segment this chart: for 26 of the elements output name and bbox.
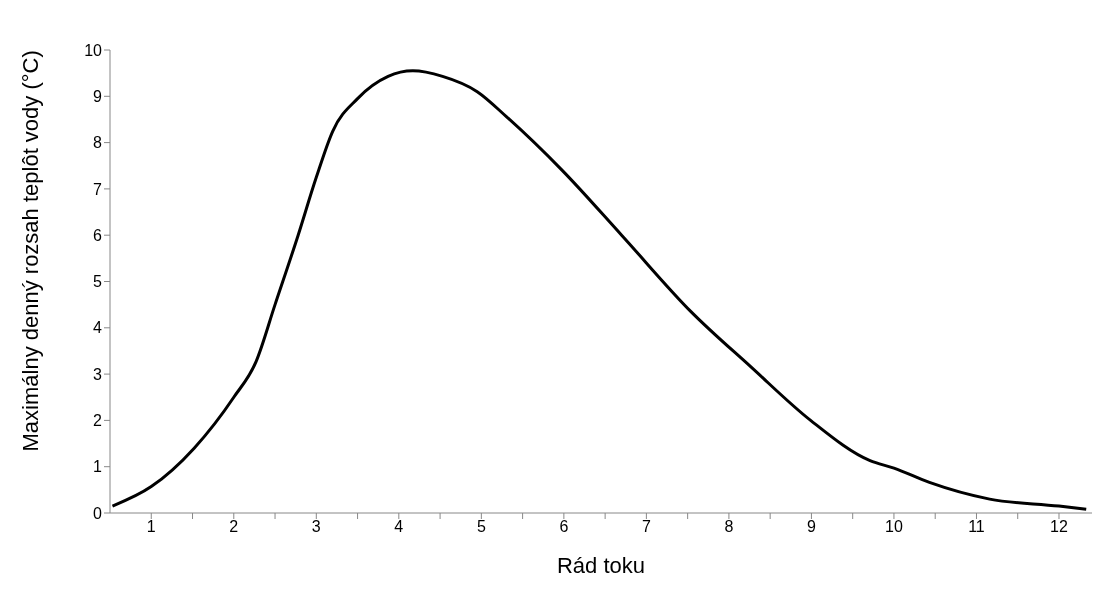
y-tick-label: 5 bbox=[93, 273, 103, 291]
x-tick-label: 5 bbox=[476, 518, 486, 536]
x-tick-label: 8 bbox=[724, 518, 734, 536]
x-tick-label: 4 bbox=[394, 518, 404, 536]
x-tick-label: 3 bbox=[311, 518, 321, 536]
x-tick-label: 2 bbox=[229, 518, 239, 536]
y-tick-label: 9 bbox=[93, 87, 103, 105]
x-tick-label: 11 bbox=[968, 518, 985, 536]
y-tick-label: 7 bbox=[93, 180, 103, 198]
x-axis-title: Rád toku bbox=[556, 553, 646, 578]
y-tick-label: 0 bbox=[93, 504, 103, 522]
x-tick-label: 6 bbox=[559, 518, 569, 536]
y-axis-title: Maximálny denný rozsah teplôt vody (°C) bbox=[17, 50, 43, 452]
y-tick-label: 1 bbox=[93, 458, 103, 476]
x-tick-label: 12 bbox=[1050, 518, 1068, 536]
x-tick-label: 7 bbox=[641, 518, 651, 536]
y-tick-label: 4 bbox=[93, 319, 103, 337]
y-tick-label: 2 bbox=[93, 412, 103, 430]
x-tick-label: 1 bbox=[146, 518, 156, 536]
y-tick-label: 8 bbox=[93, 134, 103, 152]
y-tick-label: 6 bbox=[93, 226, 103, 244]
y-tick-label: 10 bbox=[84, 41, 103, 59]
x-tick-label: 9 bbox=[806, 518, 816, 536]
y-tick-label: 3 bbox=[93, 365, 103, 383]
line-series bbox=[110, 69, 1088, 511]
x-tick-label: 10 bbox=[885, 518, 903, 536]
